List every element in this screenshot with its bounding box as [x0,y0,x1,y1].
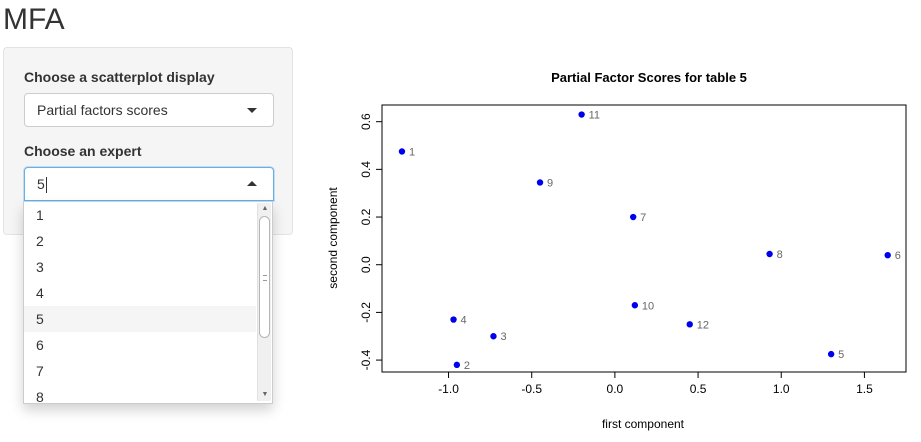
grip-icon [263,275,267,281]
x-tick-label: 0.0 [607,382,624,396]
y-tick-label: -0.2 [359,302,373,323]
y-tick-label: 0.6 [359,113,373,130]
data-point-label: 7 [640,212,646,224]
y-tick-label: 0.4 [359,161,373,178]
data-point-label: 10 [642,300,654,312]
text-cursor [45,177,47,194]
display-select-label: Choose a scatterplot display [24,69,215,85]
data-point [453,361,461,369]
data-point [686,321,693,328]
data-point [631,302,639,309]
expert-option[interactable]: 1 [36,207,44,223]
expert-option[interactable]: 7 [36,363,44,379]
expert-select-label: Choose an expert [24,143,142,159]
chevron-down-icon [247,108,257,113]
y-axis: -0.4 -0.2 0.0 0.2 0.4 0.6 [359,113,382,370]
x-axis: -1.0 -0.5 0.0 0.5 1.0 1.5 [438,372,873,396]
expert-option[interactable]: 8 [36,389,44,404]
data-point [490,333,497,340]
expert-option[interactable]: 6 [36,337,44,353]
x-tick-label: 0.5 [690,382,707,396]
expert-option-list: 1 2 3 4 5 6 7 8 [24,202,272,404]
scatterplot: Partial Factor Scores for table 5 -1.0 -0… [326,70,907,431]
data-point-label: 12 [697,319,709,331]
expert-select[interactable]: 5 [24,167,274,201]
data-point-label: 9 [547,177,553,189]
y-tick-label: -0.4 [359,349,373,370]
data-point [450,316,457,323]
plot-frame [381,104,907,373]
scrollbar-thumb[interactable] [259,216,270,338]
expert-option[interactable]: 4 [36,285,44,301]
scroll-up-icon[interactable]: ▲ [261,205,269,212]
expert-select-value[interactable]: 5 [37,176,45,192]
y-tick-label: 0.0 [359,256,373,273]
data-point [766,250,773,258]
data-point [398,148,406,155]
x-tick-label: -0.5 [521,382,542,396]
data-point-label: 1 [409,146,415,158]
expert-option[interactable]: 5 [24,306,256,332]
data-point-label: 8 [777,249,783,261]
data-point-label: 3 [500,331,506,343]
data-point [827,350,835,358]
expert-option[interactable]: 3 [36,259,44,275]
x-axis-label: first component [602,417,685,431]
x-tick-label: 1.5 [856,382,873,396]
data-point [884,251,891,259]
data-point-label: 11 [589,110,600,122]
y-axis-label: second component [326,187,340,289]
data-point-label: 4 [461,315,467,327]
data-point-label: 6 [895,250,901,262]
data-point [578,111,585,118]
data-point-label: 5 [838,349,844,361]
data-point [629,213,637,221]
expert-option[interactable]: 2 [36,233,44,249]
y-tick-label: 0.2 [359,208,373,225]
dropdown-scrollbar[interactable]: ▲ ▼ [257,203,271,401]
display-select[interactable]: Partial factors scores [24,93,274,127]
chevron-up-icon [247,181,257,186]
x-tick-label: -1.0 [438,382,459,396]
chart-title: Partial Factor Scores for table 5 [551,70,747,85]
app-title: MFA [3,3,65,36]
x-tick-label: 1.0 [773,382,790,396]
expert-dropdown-list[interactable]: 1 2 3 4 5 6 7 8 ▲ ▼ [23,202,273,404]
data-point [536,179,544,186]
display-select-value: Partial factors scores [37,102,168,118]
scroll-down-icon[interactable]: ▼ [261,391,269,398]
data-point-label: 2 [464,360,470,372]
